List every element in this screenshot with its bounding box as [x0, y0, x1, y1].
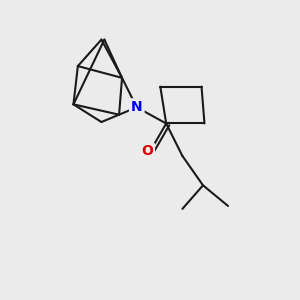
Text: O: O: [141, 145, 153, 158]
Text: N: N: [131, 100, 142, 114]
